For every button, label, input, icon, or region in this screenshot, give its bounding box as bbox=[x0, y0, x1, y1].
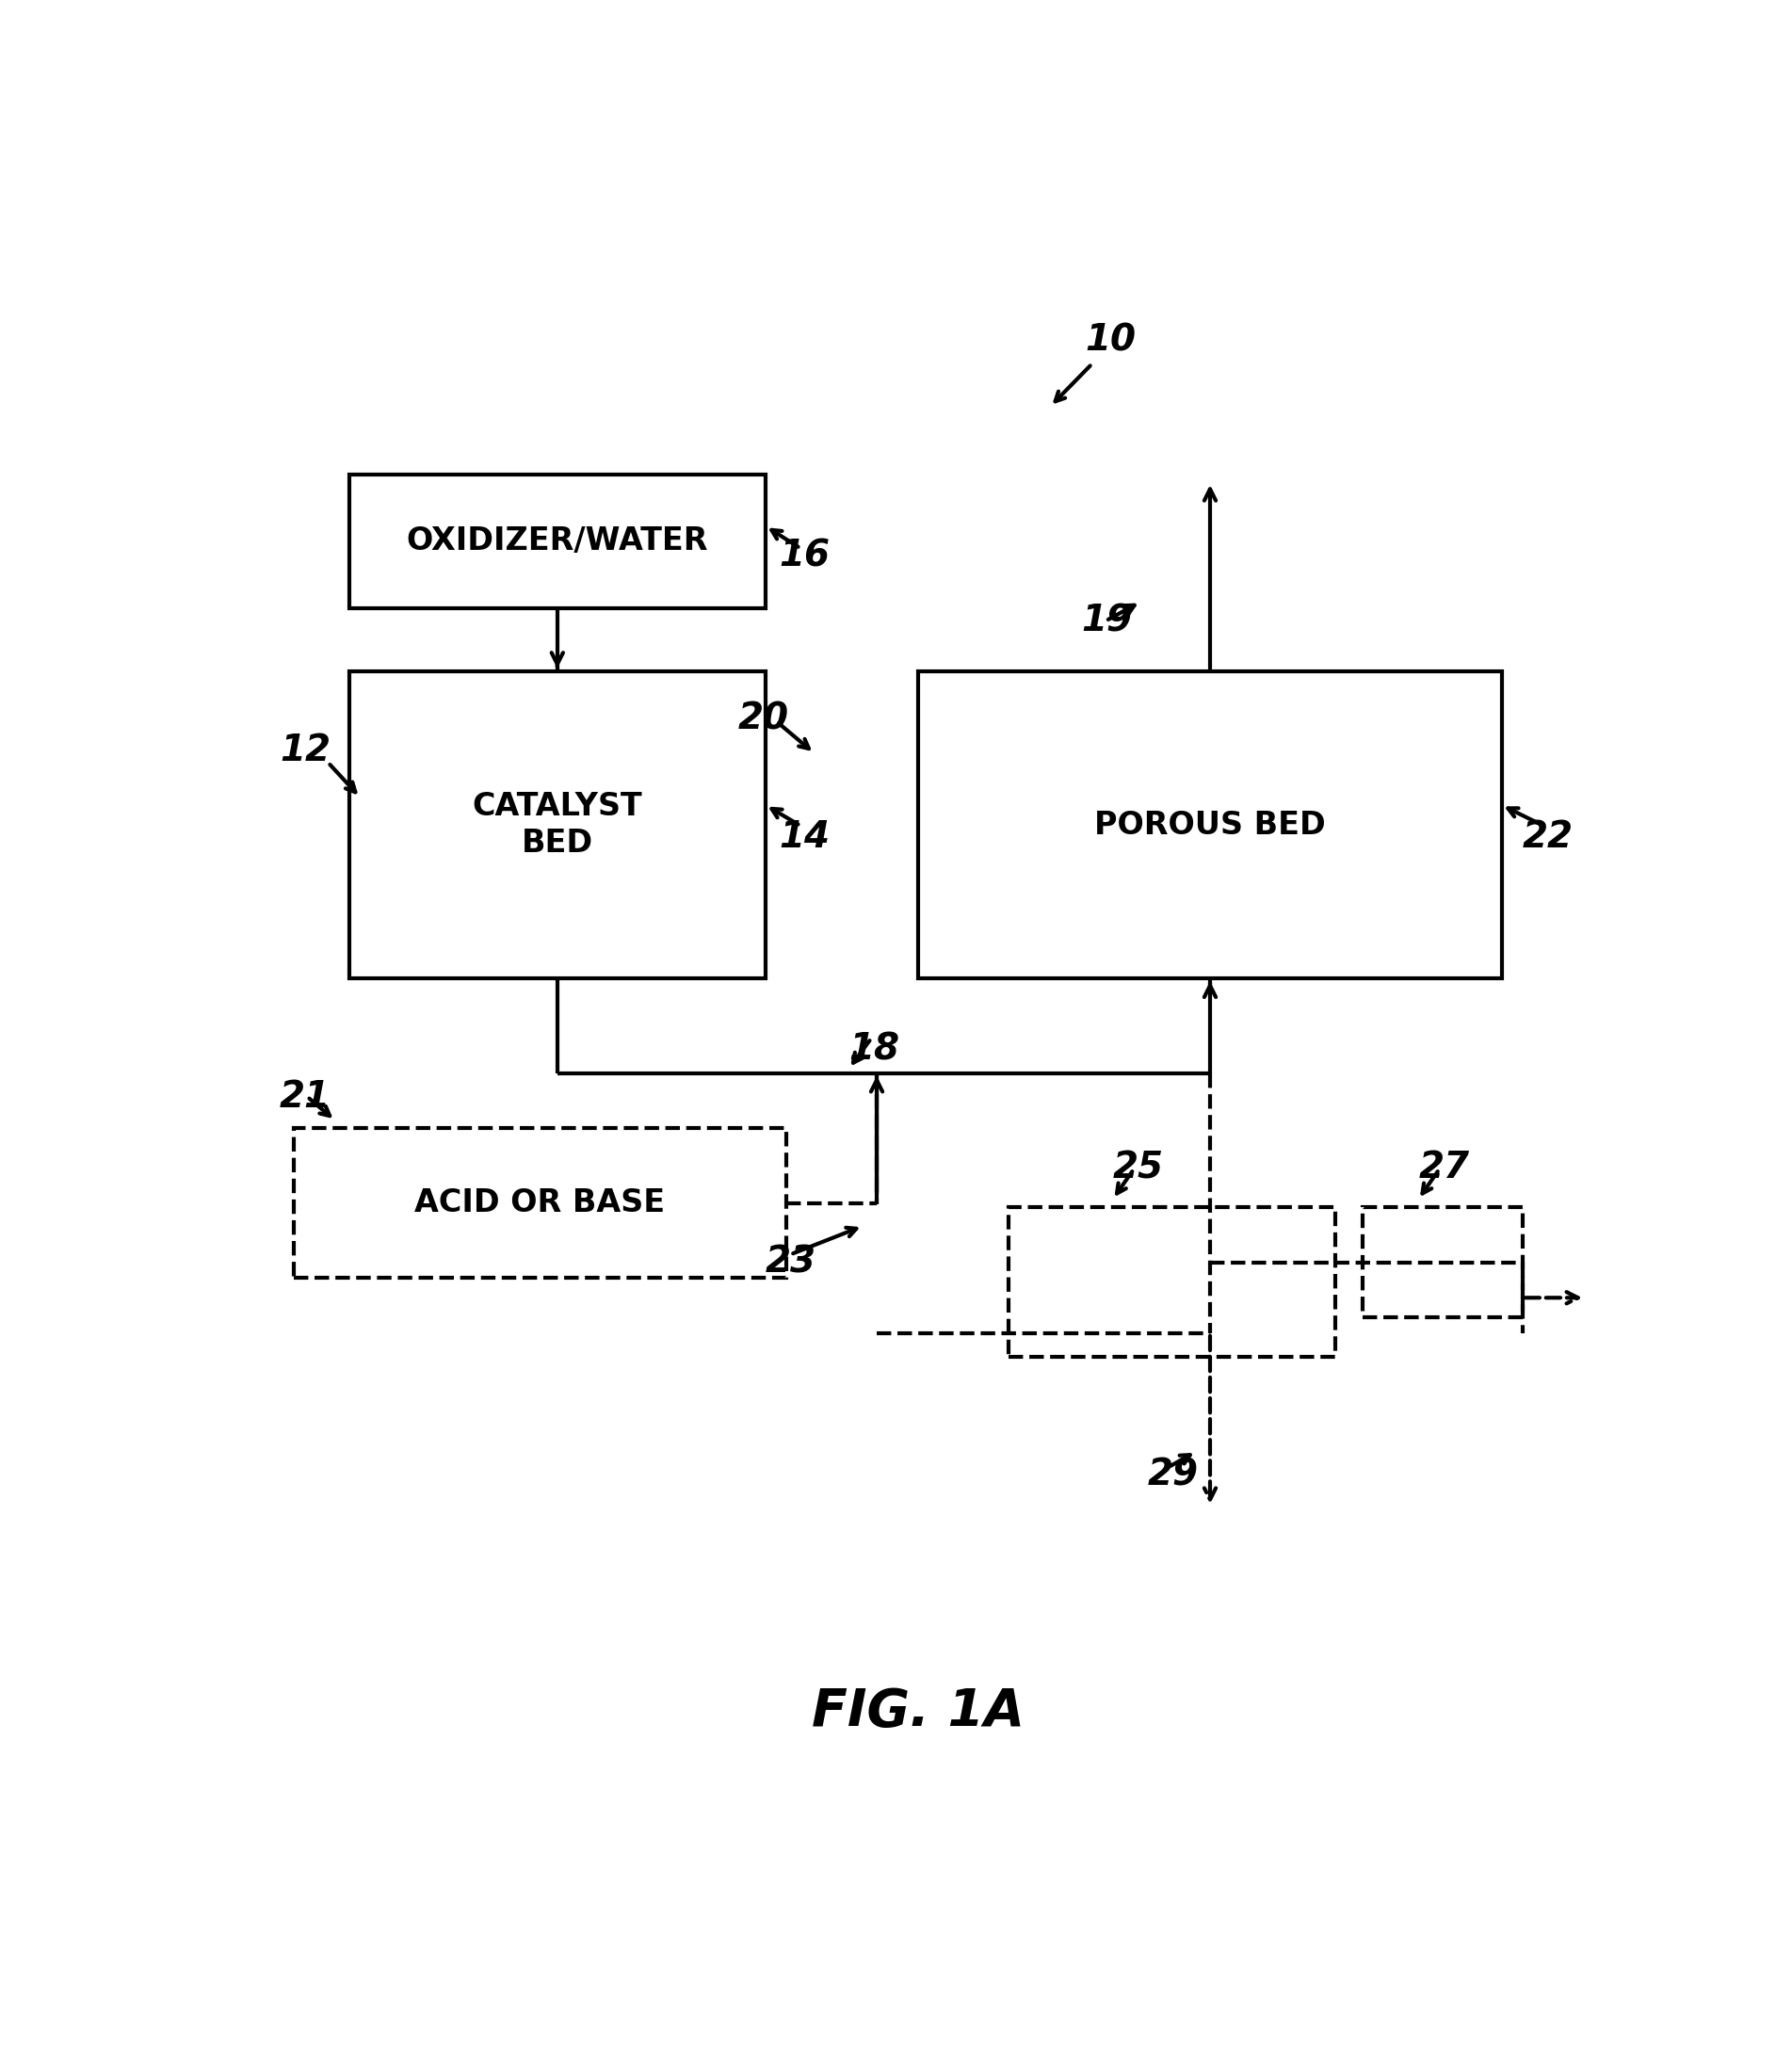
Bar bbox=[918, 671, 1502, 978]
Text: 21: 21 bbox=[280, 1079, 330, 1116]
Text: 16: 16 bbox=[780, 538, 830, 573]
Bar bbox=[294, 1128, 787, 1277]
Bar bbox=[349, 475, 765, 608]
Text: 22: 22 bbox=[1523, 819, 1573, 854]
Bar bbox=[1362, 1208, 1523, 1318]
Text: 20: 20 bbox=[738, 700, 788, 737]
Text: 29: 29 bbox=[1147, 1457, 1199, 1492]
Text: 27: 27 bbox=[1419, 1150, 1469, 1185]
Text: 14: 14 bbox=[780, 819, 830, 854]
Text: 19: 19 bbox=[1081, 604, 1133, 639]
Text: 10: 10 bbox=[1086, 321, 1136, 358]
Text: 23: 23 bbox=[765, 1245, 817, 1279]
Text: CATALYST
BED: CATALYST BED bbox=[473, 792, 642, 858]
Text: FIG. 1A: FIG. 1A bbox=[812, 1687, 1025, 1738]
Text: 25: 25 bbox=[1113, 1150, 1163, 1185]
Text: OXIDIZER/WATER: OXIDIZER/WATER bbox=[407, 526, 708, 557]
Text: 12: 12 bbox=[280, 733, 330, 768]
Bar bbox=[349, 671, 765, 978]
Text: POROUS BED: POROUS BED bbox=[1095, 809, 1326, 841]
Text: 18: 18 bbox=[849, 1032, 900, 1066]
Text: ACID OR BASE: ACID OR BASE bbox=[414, 1187, 665, 1218]
Bar bbox=[1009, 1208, 1335, 1357]
